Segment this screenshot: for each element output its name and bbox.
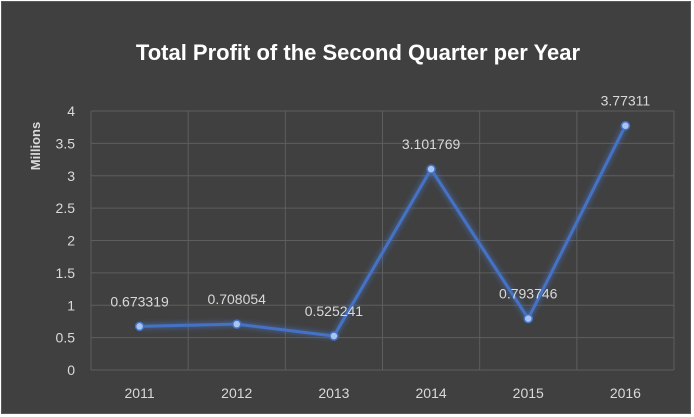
- y-tick-label: 1: [67, 297, 75, 313]
- x-tick-label: 2014: [416, 385, 447, 401]
- x-axis-ticks: 2011 2012 2013 2014 2015 2016: [125, 385, 642, 401]
- data-label: 0.708054: [208, 291, 267, 307]
- data-point: [620, 120, 631, 131]
- data-point: [232, 319, 242, 329]
- y-tick-label: 2.5: [56, 200, 76, 216]
- chart-title: Total Profit of the Second Quarter per Y…: [136, 40, 581, 65]
- series-line-group: [134, 120, 631, 341]
- y-tick-label: 3: [67, 168, 75, 184]
- data-point: [523, 313, 533, 324]
- series-line: [139, 125, 627, 338]
- data-label: 0.793746: [499, 286, 558, 302]
- data-point: [329, 331, 339, 341]
- y-tick-label: 3.5: [56, 135, 76, 151]
- y-axis-label: Millions: [28, 122, 43, 170]
- y-tick-label: 2: [67, 233, 75, 249]
- data-labels: 0.673319 0.708054 0.525241 3.101769 0.793746…: [110, 93, 650, 319]
- x-tick-label: 2011: [125, 385, 155, 401]
- y-axis-ticks: 0 0.5 1 1.5 2 2.5 3 3.5 4: [56, 103, 76, 378]
- data-label: 0.525241: [305, 303, 364, 319]
- x-tick-label: 2015: [513, 385, 544, 401]
- x-tick-label: 2016: [610, 385, 641, 401]
- data-point: [426, 164, 436, 174]
- y-tick-label: 1.5: [56, 265, 76, 281]
- grid: [90, 110, 675, 371]
- y-tick-label: 4: [67, 103, 75, 119]
- x-tick-label: 2013: [318, 385, 349, 401]
- data-label: 3.77311: [601, 93, 651, 109]
- data-label: 3.101769: [402, 136, 461, 152]
- data-point: [134, 321, 145, 332]
- data-label: 0.673319: [110, 293, 169, 309]
- y-tick-label: 0: [67, 362, 75, 378]
- y-tick-label: 0.5: [56, 330, 76, 346]
- x-tick-label: 2012: [221, 385, 252, 401]
